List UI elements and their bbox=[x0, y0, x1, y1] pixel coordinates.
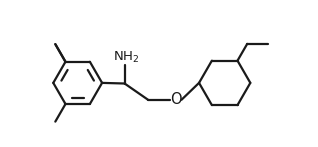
Text: O: O bbox=[170, 92, 182, 107]
Text: NH$_2$: NH$_2$ bbox=[113, 50, 139, 65]
